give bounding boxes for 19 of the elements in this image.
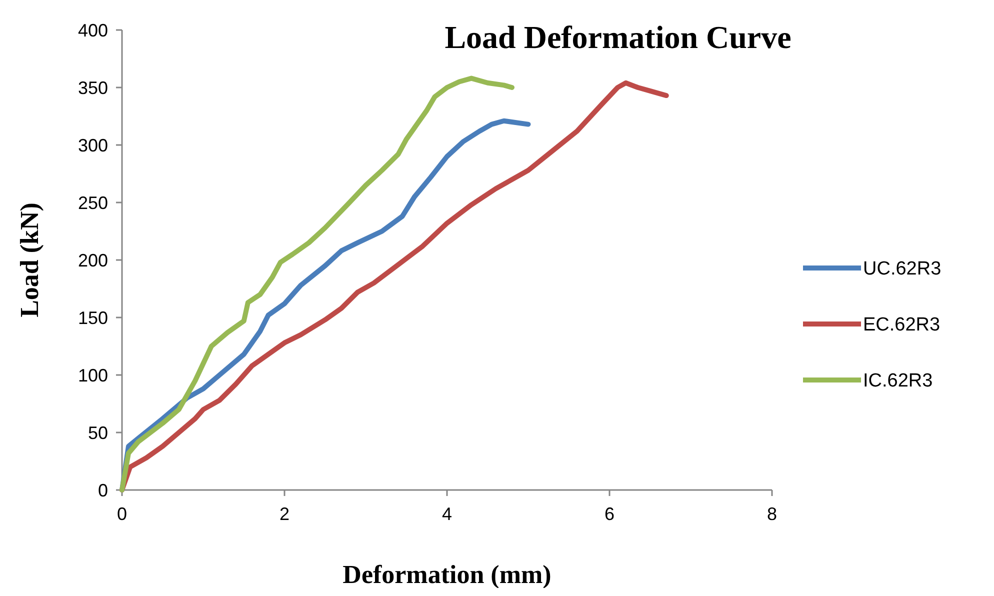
x-tick-label: 8 bbox=[766, 504, 778, 524]
y-tick-label: 0 bbox=[98, 480, 108, 500]
y-tick-label: 50 bbox=[88, 422, 108, 443]
y-tick-label: 350 bbox=[78, 78, 108, 98]
x-tick-label: 4 bbox=[442, 504, 452, 524]
y-tick-label: 100 bbox=[78, 365, 108, 386]
legend-label: EC.62R3 bbox=[863, 314, 940, 336]
x-tick-label: 2 bbox=[279, 504, 290, 524]
y-tick-label: 250 bbox=[78, 192, 108, 213]
legend-label: UC.62R3 bbox=[863, 258, 942, 280]
y-tick-label: 200 bbox=[78, 250, 108, 270]
y-axis-title: Load (kN) bbox=[15, 202, 44, 318]
legend-label: IC.62R3 bbox=[863, 370, 933, 392]
chart-title: Load Deformation Curve bbox=[444, 19, 792, 55]
y-tick-label: 150 bbox=[78, 308, 108, 328]
x-tick-label: 6 bbox=[604, 504, 615, 524]
y-tick-label: 300 bbox=[78, 135, 108, 156]
y-tick-label: 400 bbox=[78, 20, 108, 40]
x-tick-label: 0 bbox=[116, 504, 128, 524]
